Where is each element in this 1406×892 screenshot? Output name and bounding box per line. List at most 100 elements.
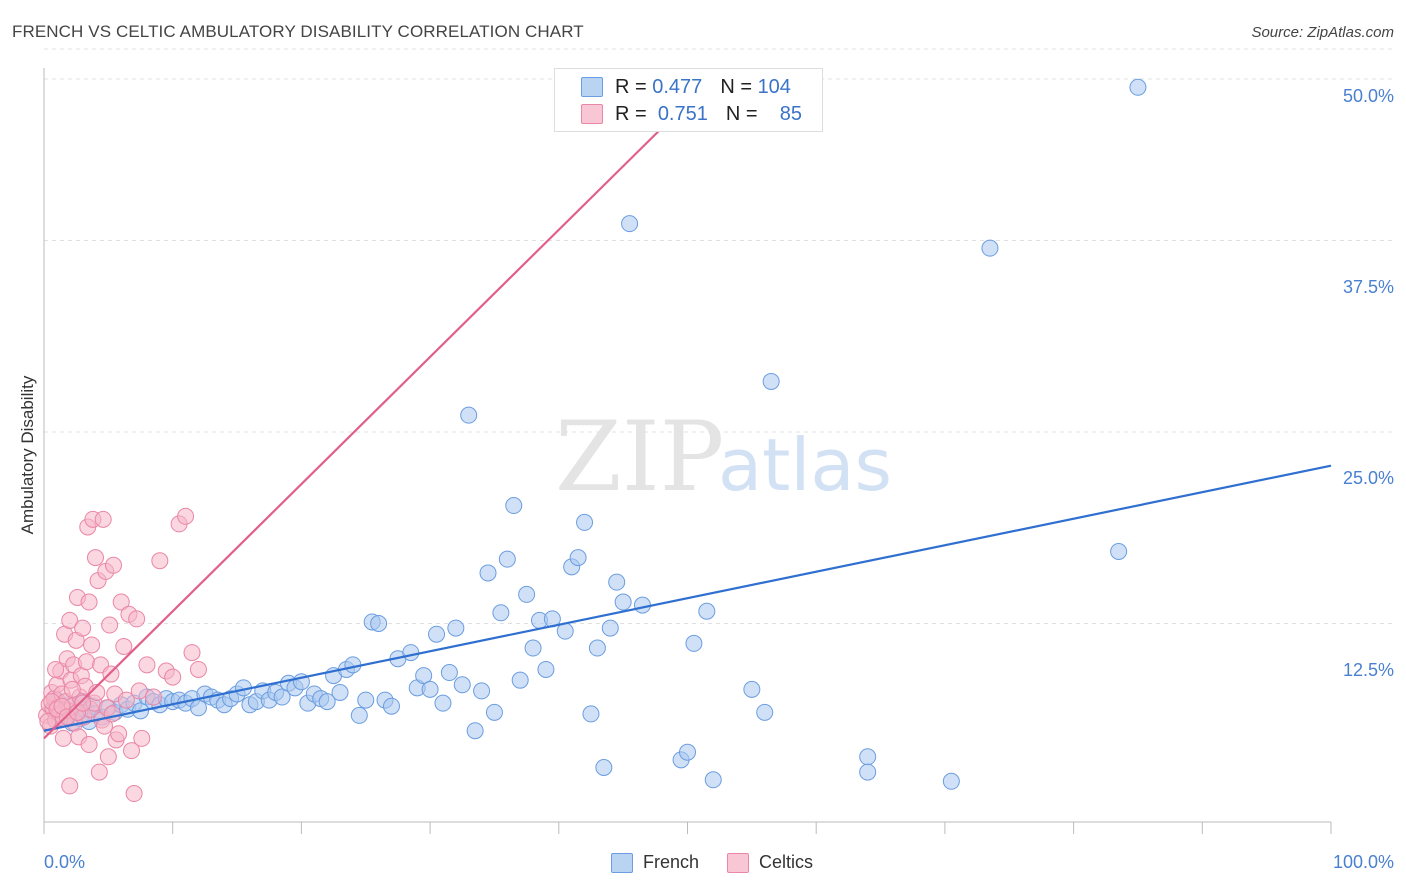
celtics-point — [47, 660, 65, 678]
x-tick-label-max: 100.0% — [1332, 852, 1394, 872]
celtics-point — [88, 683, 106, 701]
r-label: R = — [615, 75, 647, 98]
french-point — [357, 691, 375, 709]
french-point — [318, 693, 336, 711]
r-value: 0.477 — [652, 75, 703, 98]
celtics-point — [86, 549, 104, 567]
french-point — [479, 564, 497, 582]
celtics-swatch — [727, 852, 750, 873]
french-point — [942, 772, 960, 790]
french-point — [350, 706, 368, 724]
french-point — [505, 497, 523, 515]
french-point — [453, 676, 471, 694]
celtics-trend-line — [43, 101, 689, 740]
french-point — [434, 694, 452, 712]
x-tick-label-min: 0.0% — [44, 852, 86, 872]
french-point — [447, 619, 465, 637]
french-point — [698, 602, 716, 620]
watermark-atlas: atlas — [718, 423, 892, 507]
r-label: R = — [615, 102, 647, 125]
french-point — [614, 593, 632, 611]
celtics-point — [151, 552, 169, 570]
celtics-swatch — [581, 104, 603, 124]
legend-label: French — [643, 852, 700, 872]
french-point — [1129, 78, 1147, 96]
french-point — [524, 639, 542, 657]
french-swatch — [611, 852, 633, 873]
french-point — [331, 683, 349, 701]
celtics-point — [101, 616, 119, 634]
legend-label: Celtics — [759, 852, 814, 872]
source-label: Source: ZipAtlas.com — [1251, 24, 1394, 41]
celtics-point — [117, 691, 135, 709]
french-point — [601, 619, 619, 637]
celtics-point — [103, 705, 121, 723]
french-point — [569, 549, 587, 567]
celtics-point — [128, 610, 146, 628]
series-legend: French Celtics — [611, 852, 841, 873]
n-label: N = — [720, 75, 752, 98]
celtics-point — [54, 729, 72, 747]
french-point — [582, 705, 600, 723]
celtics-point — [177, 507, 195, 525]
french-point — [415, 667, 433, 685]
french-point — [621, 215, 639, 233]
french-point — [679, 743, 696, 761]
n-value: 85 — [779, 102, 803, 125]
celtics-point — [130, 682, 148, 700]
french-point — [762, 372, 780, 390]
celtics-point — [115, 637, 133, 655]
french-point — [859, 748, 877, 766]
r-value: 0.751 — [657, 102, 708, 125]
french-point — [685, 634, 703, 652]
french-point — [428, 625, 446, 643]
french-point — [498, 550, 516, 568]
y-tick-label: 25.0% — [1342, 468, 1394, 488]
french-point — [492, 604, 510, 622]
celtics-point — [164, 668, 182, 686]
french-point — [704, 771, 722, 789]
celtics-point — [102, 665, 120, 683]
celtics-point — [123, 742, 141, 760]
french-point — [633, 596, 651, 614]
celtics-point — [189, 660, 207, 678]
n-label: N = — [725, 102, 758, 125]
celtics-point — [80, 593, 98, 611]
celtics-point — [133, 729, 151, 747]
y-tick-label: 37.5% — [1342, 277, 1394, 297]
legend-row-celtics: R = 0.751 N = 85 — [581, 102, 802, 126]
french-point — [460, 406, 478, 424]
celtics-point — [90, 763, 108, 781]
french-point — [273, 688, 291, 706]
celtics-point — [63, 680, 81, 698]
french-point — [511, 671, 529, 689]
french-point — [588, 639, 606, 657]
french-point — [382, 697, 400, 715]
french-point — [402, 644, 420, 662]
french-point — [473, 682, 491, 700]
french-point — [518, 585, 536, 603]
celtics-point — [144, 688, 162, 706]
correlation-legend: R = 0.477 N = 104 R = 0.751 N = 85 — [554, 68, 823, 132]
celtics-point — [80, 736, 98, 754]
legend-item-french: French — [611, 852, 699, 873]
celtics-point — [61, 777, 79, 795]
celtics-point — [183, 644, 201, 662]
celtics-point — [110, 725, 128, 743]
legend-item-celtics: Celtics — [727, 852, 813, 873]
french-point — [595, 759, 613, 777]
celtics-point — [99, 748, 117, 766]
french-point — [485, 703, 503, 721]
celtics-point — [125, 785, 143, 803]
legend-row-french: R = 0.477 N = 104 — [581, 75, 791, 99]
french-point — [743, 680, 761, 698]
celtics-point — [77, 653, 95, 671]
french-point — [576, 513, 594, 531]
french-swatch — [581, 77, 603, 97]
watermark-zip: ZIP — [555, 401, 724, 513]
french-point — [1110, 542, 1128, 560]
celtics-point — [74, 694, 92, 712]
french-point — [756, 703, 774, 721]
french-point — [421, 680, 439, 698]
